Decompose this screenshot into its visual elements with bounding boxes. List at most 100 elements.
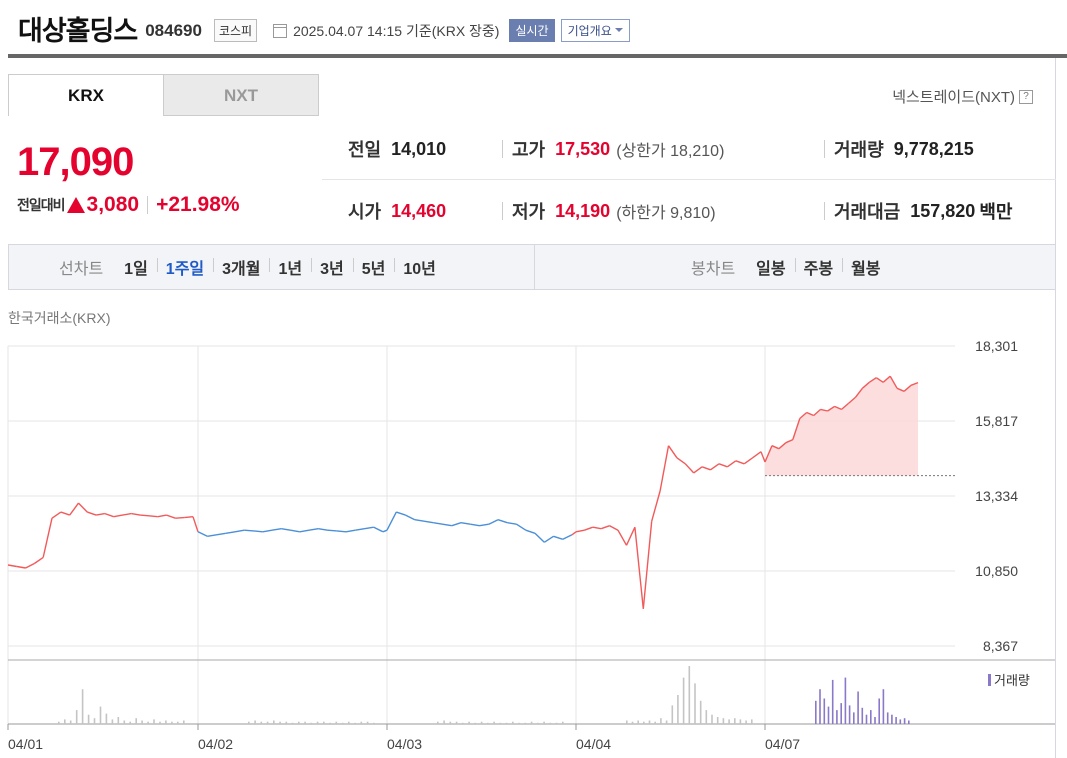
price-line-segment (460, 522, 471, 525)
volume-bar (153, 719, 155, 724)
y-tick-label: 18,301 (975, 338, 1018, 354)
price-line-segment (827, 405, 835, 412)
period-3[interactable]: 1년 (269, 255, 311, 279)
price-line-segment (592, 526, 602, 530)
price-line-segment (820, 408, 828, 412)
price-line-segment (609, 525, 619, 531)
stock-name: 대상홀딩스 (18, 15, 138, 46)
price-line-segment (785, 438, 794, 444)
volume-swatch (988, 673, 991, 686)
price-line-segment (166, 514, 176, 519)
volume-bar (524, 722, 527, 724)
period-1[interactable]: 1주일 (156, 255, 213, 279)
price-line-segment (718, 463, 728, 468)
price-line-segment (290, 529, 300, 533)
volume-bar (123, 720, 126, 724)
chart-toolbar: 선차트 1일 1주일 3개월 1년 3년 5년 10년 봉차트 일봉 주봉 월봉 (8, 244, 1056, 290)
stat-label: 시가 (348, 202, 382, 222)
volume-bar (739, 719, 742, 724)
corp-overview-dropdown[interactable]: 기업개요 (560, 18, 630, 42)
price-line-segment (553, 535, 564, 540)
header-divider (8, 54, 1067, 58)
price-line-segment (693, 466, 703, 474)
volume-bar (254, 720, 256, 724)
price-line-segment (271, 528, 282, 531)
tab-krx[interactable]: KRX (8, 74, 164, 116)
volume-bar (643, 721, 645, 724)
chevron-down-icon (614, 28, 623, 32)
volume-bar (348, 721, 350, 724)
volume-bar (870, 710, 872, 724)
candle-period-1[interactable]: 주봉 (794, 255, 842, 279)
volume-bar (474, 722, 477, 724)
y-tick-label: 10,850 (975, 563, 1018, 579)
volume-bar (64, 719, 66, 724)
volume-bar (865, 714, 868, 724)
change-amount: 3,080 (86, 193, 140, 216)
volume-bar (360, 721, 363, 724)
period-0[interactable]: 1일 (124, 261, 148, 278)
volume-bar (310, 722, 313, 724)
volume-bar (366, 721, 369, 724)
period-4[interactable]: 3년 (311, 255, 353, 279)
price-line-segment (104, 512, 114, 518)
price-line-segment (676, 457, 686, 465)
period-6[interactable]: 10년 (394, 255, 445, 279)
volume-bar (874, 717, 876, 724)
price-line-segment (571, 531, 577, 536)
volume-bar (671, 705, 674, 724)
stat-sub-value: 18,210 (670, 143, 720, 160)
volume-bar (135, 718, 137, 724)
price-line-segment (234, 529, 245, 533)
volume-bar (129, 721, 131, 724)
volume-bar (751, 719, 753, 724)
candle-period-0[interactable]: 일봉 (756, 261, 786, 278)
line-chart-periods: 선차트 1일 1주일 3개월 1년 3년 5년 10년 (9, 245, 535, 289)
price-line-segment (364, 526, 374, 530)
volume-bar (141, 720, 143, 724)
volume-bar (848, 705, 851, 724)
volume-bar (260, 721, 263, 724)
stat-value: 157,820 (910, 200, 976, 221)
price-line-segment (600, 525, 610, 530)
y-tick-label: 8,367 (983, 638, 1018, 654)
nxt-info-link[interactable]: 넥스트레이드(NXT) ? (892, 86, 1033, 107)
divider (147, 196, 149, 214)
volume-bar (468, 721, 470, 724)
volume-bar (891, 714, 893, 724)
volume-bar (147, 721, 149, 724)
price-line-segment (95, 512, 106, 516)
volume-bar (58, 721, 60, 724)
stat-label: 저가 (512, 202, 546, 222)
tab-nxt[interactable]: NXT (163, 74, 319, 116)
volume-bar (660, 718, 662, 724)
market-badge: 코스피 (213, 18, 258, 42)
volume-bar (518, 722, 520, 724)
period-5[interactable]: 5년 (352, 255, 395, 279)
price-line-segment (225, 531, 236, 534)
price-line-segment (442, 523, 452, 527)
stat-unit: 백만 (979, 202, 1013, 222)
help-icon[interactable]: ? (1019, 89, 1033, 104)
price-line-segment (148, 515, 158, 518)
realtime-button[interactable]: 실시간 (509, 18, 555, 42)
price-line-segment (16, 565, 26, 569)
price-line-segment (197, 531, 208, 537)
price-line-segment (701, 466, 711, 471)
volume-bar (273, 720, 275, 724)
volume-bar (815, 700, 817, 724)
price-line-segment (792, 418, 801, 440)
price-line-segment (60, 511, 70, 516)
price-line-segment (841, 402, 849, 410)
stat-high: 고가 17,530 (상한가 18,210) (502, 118, 724, 180)
candle-period-2[interactable]: 월봉 (842, 255, 889, 279)
price-line-segment (735, 460, 745, 465)
price-line-segment (7, 564, 17, 568)
period-2[interactable]: 3개월 (213, 255, 269, 279)
volume-bar (298, 721, 300, 724)
volume-bar (285, 721, 288, 724)
price-line-segment (882, 375, 891, 383)
stat-amount: 거래대금 157,820 백만 (824, 180, 1013, 242)
x-tick-label: 04/02 (198, 736, 233, 752)
volume-bar (487, 722, 489, 724)
